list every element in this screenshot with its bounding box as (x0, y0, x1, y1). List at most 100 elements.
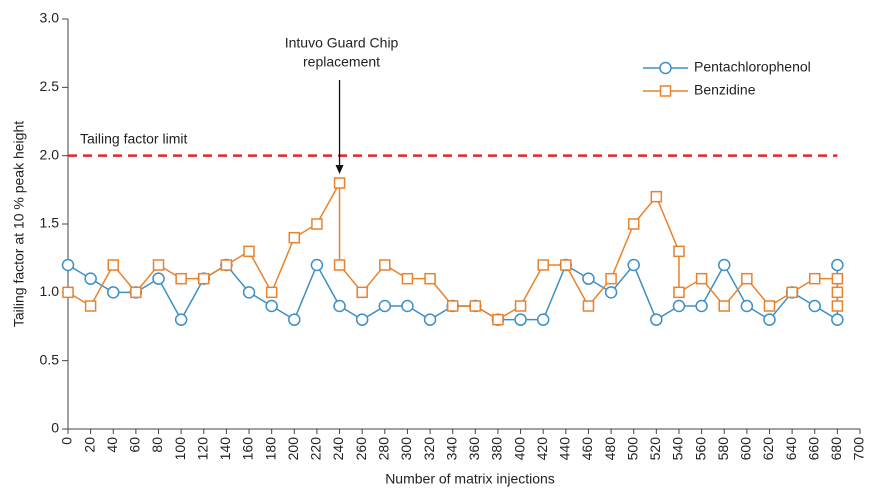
marker (492, 313, 504, 326)
x-tick-label: 580 (715, 437, 731, 461)
marker (695, 299, 708, 313)
x-tick-label: 540 (670, 437, 686, 461)
x-tick-label: 500 (624, 437, 640, 461)
marker (605, 272, 617, 285)
marker (62, 286, 74, 299)
x-tick-label: 680 (828, 437, 844, 461)
x-tick-label: 200 (285, 437, 301, 461)
x-tick-label: 60 (127, 437, 143, 453)
x-tick-label: 180 (262, 437, 278, 461)
x-tick-label: 100 (172, 437, 188, 461)
marker (627, 258, 640, 272)
x-tick-label: 660 (805, 437, 821, 461)
y-tick-label: 2.0 (40, 146, 60, 162)
marker (424, 272, 436, 285)
x-tick-label: 260 (353, 437, 369, 461)
marker (310, 258, 324, 272)
x-tick-label: 700 (851, 437, 867, 461)
x-tick-label: 120 (194, 437, 210, 461)
x-tick-label: 160 (240, 437, 256, 461)
x-tick-label: 20 (81, 437, 97, 453)
marker (220, 259, 233, 271)
marker (423, 313, 437, 326)
x-tick-label: 640 (783, 437, 799, 461)
marker (831, 286, 844, 299)
marker (84, 300, 97, 312)
x-tick-label: 480 (602, 437, 618, 461)
marker (378, 299, 392, 313)
marker (356, 286, 368, 299)
marker (786, 286, 798, 299)
marker (333, 177, 346, 189)
marker (401, 299, 414, 313)
marker (152, 272, 165, 285)
x-tick-label: 600 (738, 437, 754, 461)
x-tick-label: 80 (149, 437, 165, 453)
marker (740, 299, 754, 313)
legend-label: Pentachlorophenol (694, 59, 811, 75)
marker (536, 313, 550, 326)
x-tick-label: 560 (692, 437, 708, 461)
annotation-text: replacement (303, 54, 380, 70)
marker (695, 272, 708, 285)
marker (741, 272, 753, 285)
marker (107, 259, 120, 271)
marker (265, 286, 278, 299)
marker (198, 272, 210, 285)
marker (718, 300, 730, 312)
marker (627, 218, 640, 230)
marker (469, 300, 482, 312)
series-line (67, 182, 839, 321)
x-tick-label: 140 (217, 437, 233, 461)
marker (152, 259, 165, 271)
marker (333, 299, 346, 313)
marker (130, 286, 142, 299)
marker (175, 272, 187, 285)
limit-label: Tailing factor limit (80, 130, 187, 146)
marker (763, 313, 776, 326)
marker (673, 245, 685, 258)
marker (831, 300, 844, 312)
marker (379, 259, 391, 271)
marker (401, 272, 414, 285)
x-tick-label: 380 (489, 437, 505, 461)
x-tick-label: 300 (398, 437, 414, 461)
marker (243, 245, 255, 258)
x-tick-label: 440 (557, 437, 573, 461)
marker (514, 313, 527, 326)
x-tick-label: 240 (330, 437, 346, 461)
x-tick-label: 460 (579, 437, 595, 461)
y-tick-label: 2.5 (40, 78, 60, 94)
marker (831, 272, 844, 285)
y-tick-label: 0 (51, 420, 59, 436)
x-tick-label: 360 (466, 437, 482, 461)
marker (174, 313, 188, 326)
marker (265, 299, 278, 313)
x-tick-label: 320 (421, 437, 437, 461)
marker (355, 313, 369, 326)
y-axis-label: Tailing factor at 10 % peak height (11, 121, 27, 327)
marker (650, 313, 663, 326)
marker (808, 272, 821, 285)
x-tick-label: 420 (534, 437, 550, 461)
marker (582, 300, 595, 312)
marker (84, 272, 97, 285)
annotation-text: Intuvo Guard Chip (285, 35, 399, 51)
x-tick-label: 340 (443, 437, 459, 461)
legend-label: Benzidine (694, 82, 756, 98)
marker (242, 286, 256, 299)
x-tick-label: 620 (760, 437, 776, 461)
y-tick-label: 0.5 (40, 351, 60, 367)
y-tick-label: 1.0 (40, 283, 60, 299)
x-axis-label: Number of matrix injections (385, 471, 555, 487)
marker (61, 258, 75, 272)
marker (333, 259, 346, 271)
marker (808, 299, 821, 313)
legend-marker (659, 85, 672, 97)
x-tick-label: 400 (511, 437, 527, 461)
marker (831, 258, 844, 272)
x-tick-label: 280 (376, 437, 392, 461)
annotation-arrowhead (335, 165, 344, 174)
marker (107, 286, 120, 299)
